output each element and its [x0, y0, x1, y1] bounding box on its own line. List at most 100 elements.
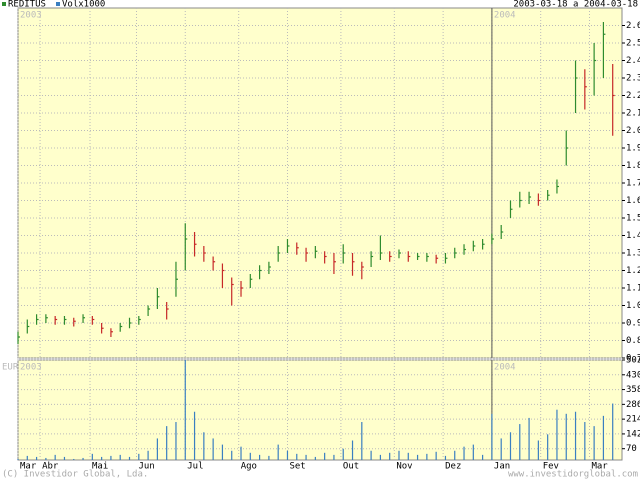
volume-bar [547, 434, 549, 460]
year-label: 2003 [20, 363, 42, 373]
volume-bar [128, 456, 131, 460]
legend-label: Volx1000 [62, 0, 105, 10]
x-tick-label: Nov [396, 462, 412, 472]
volume-bar [491, 413, 493, 460]
volume-bar [26, 455, 28, 460]
year-label: 2003 [20, 11, 42, 21]
volume-bar [500, 438, 502, 460]
volume-bar [277, 444, 279, 460]
currency: EUR [2, 363, 19, 373]
volume-bar [342, 448, 344, 460]
volume-bar [528, 417, 530, 460]
legend-swatch [2, 2, 6, 6]
year-label: 2004 [494, 11, 516, 21]
volume-bar [361, 422, 363, 460]
y-tick-label: 1.7 [626, 179, 640, 189]
volume-bar [379, 454, 381, 460]
volume-bar [221, 444, 224, 460]
year-label: 2004 [494, 363, 516, 373]
y-tick-label: 2.1 [626, 109, 640, 119]
volume-bar [296, 453, 298, 460]
y-tick-label: 502 [626, 356, 640, 366]
volume-panel [17, 359, 623, 461]
volume-bar [82, 457, 84, 460]
x-tick-label: Mar [591, 462, 608, 472]
y-tick-label: 0.7 [626, 354, 640, 364]
volume-bar [584, 422, 586, 460]
volume-bar [324, 452, 326, 460]
y-tick-label: 1.1 [626, 284, 640, 294]
volume-bar [54, 454, 56, 460]
x-tick-label: Jul [187, 462, 203, 472]
volume-bar [314, 456, 316, 460]
volume-bar [398, 450, 400, 460]
date-range: 2003-03-18 a 2004-03-18 [513, 0, 638, 10]
y-tick-label: 1.3 [626, 249, 640, 259]
volume-bar [268, 455, 270, 460]
y-tick-label: 2.4 [626, 56, 640, 66]
y-tick-label: 2.5 [626, 39, 640, 49]
footer-right: www.investidorglobal.com [508, 470, 638, 480]
volume-bar [184, 360, 186, 460]
volume-bar [203, 432, 205, 460]
y-tick-label: 2.6 [626, 21, 640, 31]
y-tick-label: 2.2 [626, 91, 640, 101]
volume-bar [472, 444, 474, 460]
volume-bar [45, 457, 47, 460]
volume-bar [602, 415, 605, 460]
x-tick-label: Jun [138, 462, 154, 472]
volume-bar [240, 446, 242, 460]
x-tick-label: Jan [494, 462, 510, 472]
volume-bar [231, 450, 233, 460]
y-tick-label: 430 [626, 370, 640, 380]
volume-bar [249, 452, 251, 460]
y-tick-label: 1.9 [626, 144, 640, 154]
volume-bar [556, 409, 558, 460]
volume-bar [286, 450, 289, 460]
y-tick-label: 0.8 [626, 336, 640, 346]
volume-bar [389, 452, 391, 460]
volume-bar [101, 456, 103, 460]
volume-bar [333, 454, 335, 460]
volume-bar [351, 440, 354, 460]
y-tick-label: 1.8 [626, 161, 640, 171]
volume-bar [259, 454, 261, 460]
x-tick-label: Ago [241, 462, 257, 472]
volume-bar [612, 403, 614, 460]
volume-bar [416, 454, 419, 460]
volume-bar [91, 453, 93, 460]
volume-bar [156, 438, 158, 460]
volume-bar [370, 450, 372, 460]
x-tick-label: Dez [445, 462, 461, 472]
y-tick-label: 1.2 [626, 266, 640, 276]
volume-bar [454, 450, 456, 460]
y-tick-label: 2.0 [626, 126, 640, 136]
y-tick-label: 2.3 [626, 74, 640, 84]
volume-bar [147, 450, 149, 460]
volume-bar [212, 438, 214, 460]
x-tick-label: Set [289, 462, 305, 472]
x-tick-label: Mai [92, 462, 108, 472]
footer-left: (C) Investidor Global, Lda. [2, 470, 148, 480]
x-tick-label: Out [343, 462, 359, 472]
legend-label: REDITUS [8, 0, 46, 10]
volume-bar [593, 426, 595, 460]
volume-bar [444, 455, 447, 460]
volume-bar [110, 455, 112, 460]
volume-bar [305, 454, 307, 460]
price-panel [17, 7, 623, 359]
y-tick-label: 1.5 [626, 214, 640, 224]
volume-bar [435, 451, 437, 460]
y-tick-label: 1.0 [626, 301, 640, 311]
y-tick-label: 70 [626, 444, 637, 454]
x-tick-label: Mar [20, 462, 37, 472]
y-tick-label: 1.4 [626, 231, 640, 241]
volume-bar [175, 422, 177, 460]
volume-bar [17, 458, 19, 460]
volume-bar [482, 454, 484, 460]
y-tick-label: 286 [626, 400, 640, 410]
y-tick-label: 142 [626, 429, 640, 439]
volume-bar [35, 456, 38, 460]
volume-bar [463, 446, 465, 460]
